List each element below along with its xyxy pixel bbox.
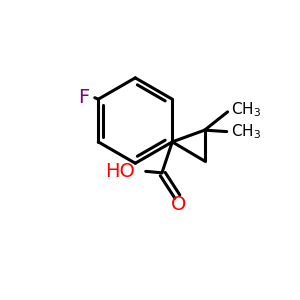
Text: F: F — [78, 88, 89, 107]
Text: O: O — [171, 195, 186, 214]
Text: CH$_3$: CH$_3$ — [231, 122, 261, 141]
Text: HO: HO — [106, 162, 135, 181]
Text: CH$_3$: CH$_3$ — [231, 100, 261, 119]
